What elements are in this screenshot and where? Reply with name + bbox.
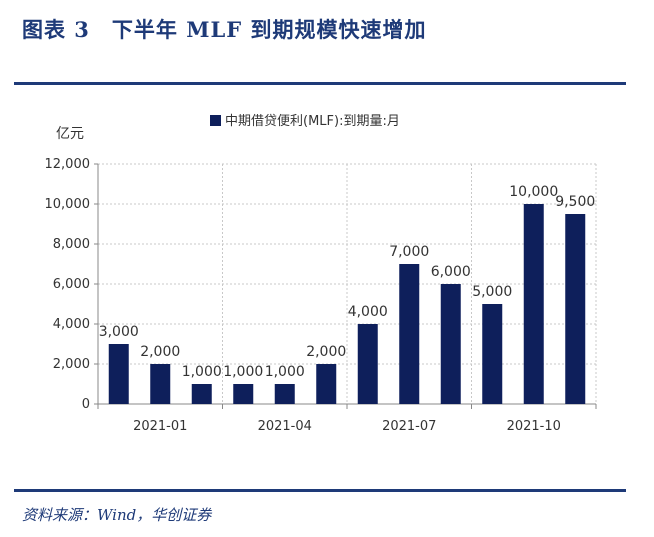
bar-2021-03 bbox=[191, 384, 212, 404]
bar-2021-01 bbox=[108, 344, 129, 404]
data-label-2021-06: 2,000 bbox=[306, 344, 346, 360]
bar-2021-05 bbox=[274, 384, 295, 404]
data-label-2021-07: 4,000 bbox=[348, 304, 388, 320]
y-axis-unit-label: 亿元 bbox=[56, 126, 84, 142]
bar-2021-10 bbox=[482, 304, 503, 404]
x-tick-label: 2021-07 bbox=[382, 419, 436, 434]
legend-swatch bbox=[210, 115, 221, 126]
y-tick-label: 10,000 bbox=[45, 197, 91, 212]
bars bbox=[108, 204, 586, 404]
y-tick-label: 8,000 bbox=[53, 237, 90, 252]
y-tick-label: 0 bbox=[82, 397, 90, 412]
data-label-2021-02: 2,000 bbox=[140, 344, 180, 360]
bar-2021-06 bbox=[316, 364, 337, 404]
x-tick-label: 2021-01 bbox=[133, 419, 187, 434]
data-label-2021-03: 1,000 bbox=[182, 364, 222, 380]
bar-2021-02 bbox=[150, 364, 171, 404]
x-tick-label: 2021-10 bbox=[507, 419, 561, 434]
bar-2021-09 bbox=[440, 284, 461, 404]
y-tick-label: 6,000 bbox=[53, 277, 90, 292]
data-label-2021-04: 1,000 bbox=[223, 364, 263, 380]
data-label-2021-12: 9,500 bbox=[555, 194, 595, 210]
data-label-2021-01: 3,000 bbox=[99, 324, 139, 340]
legend-label: 中期借贷便利(MLF):到期量:月 bbox=[225, 114, 400, 129]
legend: 中期借贷便利(MLF):到期量:月 bbox=[210, 114, 400, 129]
data-label-2021-08: 7,000 bbox=[389, 244, 429, 260]
y-tick-label: 2,000 bbox=[53, 357, 90, 372]
source-note: 资料来源：Wind，华创证券 bbox=[22, 506, 212, 524]
grid-lines bbox=[98, 163, 597, 404]
data-label-2021-05: 1,000 bbox=[265, 364, 305, 380]
bottom-divider bbox=[14, 489, 626, 492]
data-label-2021-11: 10,000 bbox=[509, 184, 558, 200]
bar-2021-12 bbox=[565, 214, 586, 404]
x-tick-label: 2021-04 bbox=[258, 419, 312, 434]
top-divider bbox=[14, 82, 626, 85]
bar-2021-11 bbox=[523, 204, 544, 404]
bar-2021-08 bbox=[399, 264, 420, 404]
bar-2021-07 bbox=[357, 324, 378, 404]
axes: 0 2,000 4,000 6,000 8,000 10,000 12,000 2021-01… bbox=[45, 157, 597, 434]
bar-2021-04 bbox=[233, 384, 254, 404]
data-label-2021-09: 6,000 bbox=[431, 264, 471, 280]
y-tick-label: 4,000 bbox=[53, 317, 90, 332]
figure-title: 图表 3 下半年 MLF 到期规模快速增加 bbox=[22, 17, 427, 42]
data-label-2021-10: 5,000 bbox=[472, 284, 512, 300]
y-tick-label: 12,000 bbox=[45, 157, 91, 172]
